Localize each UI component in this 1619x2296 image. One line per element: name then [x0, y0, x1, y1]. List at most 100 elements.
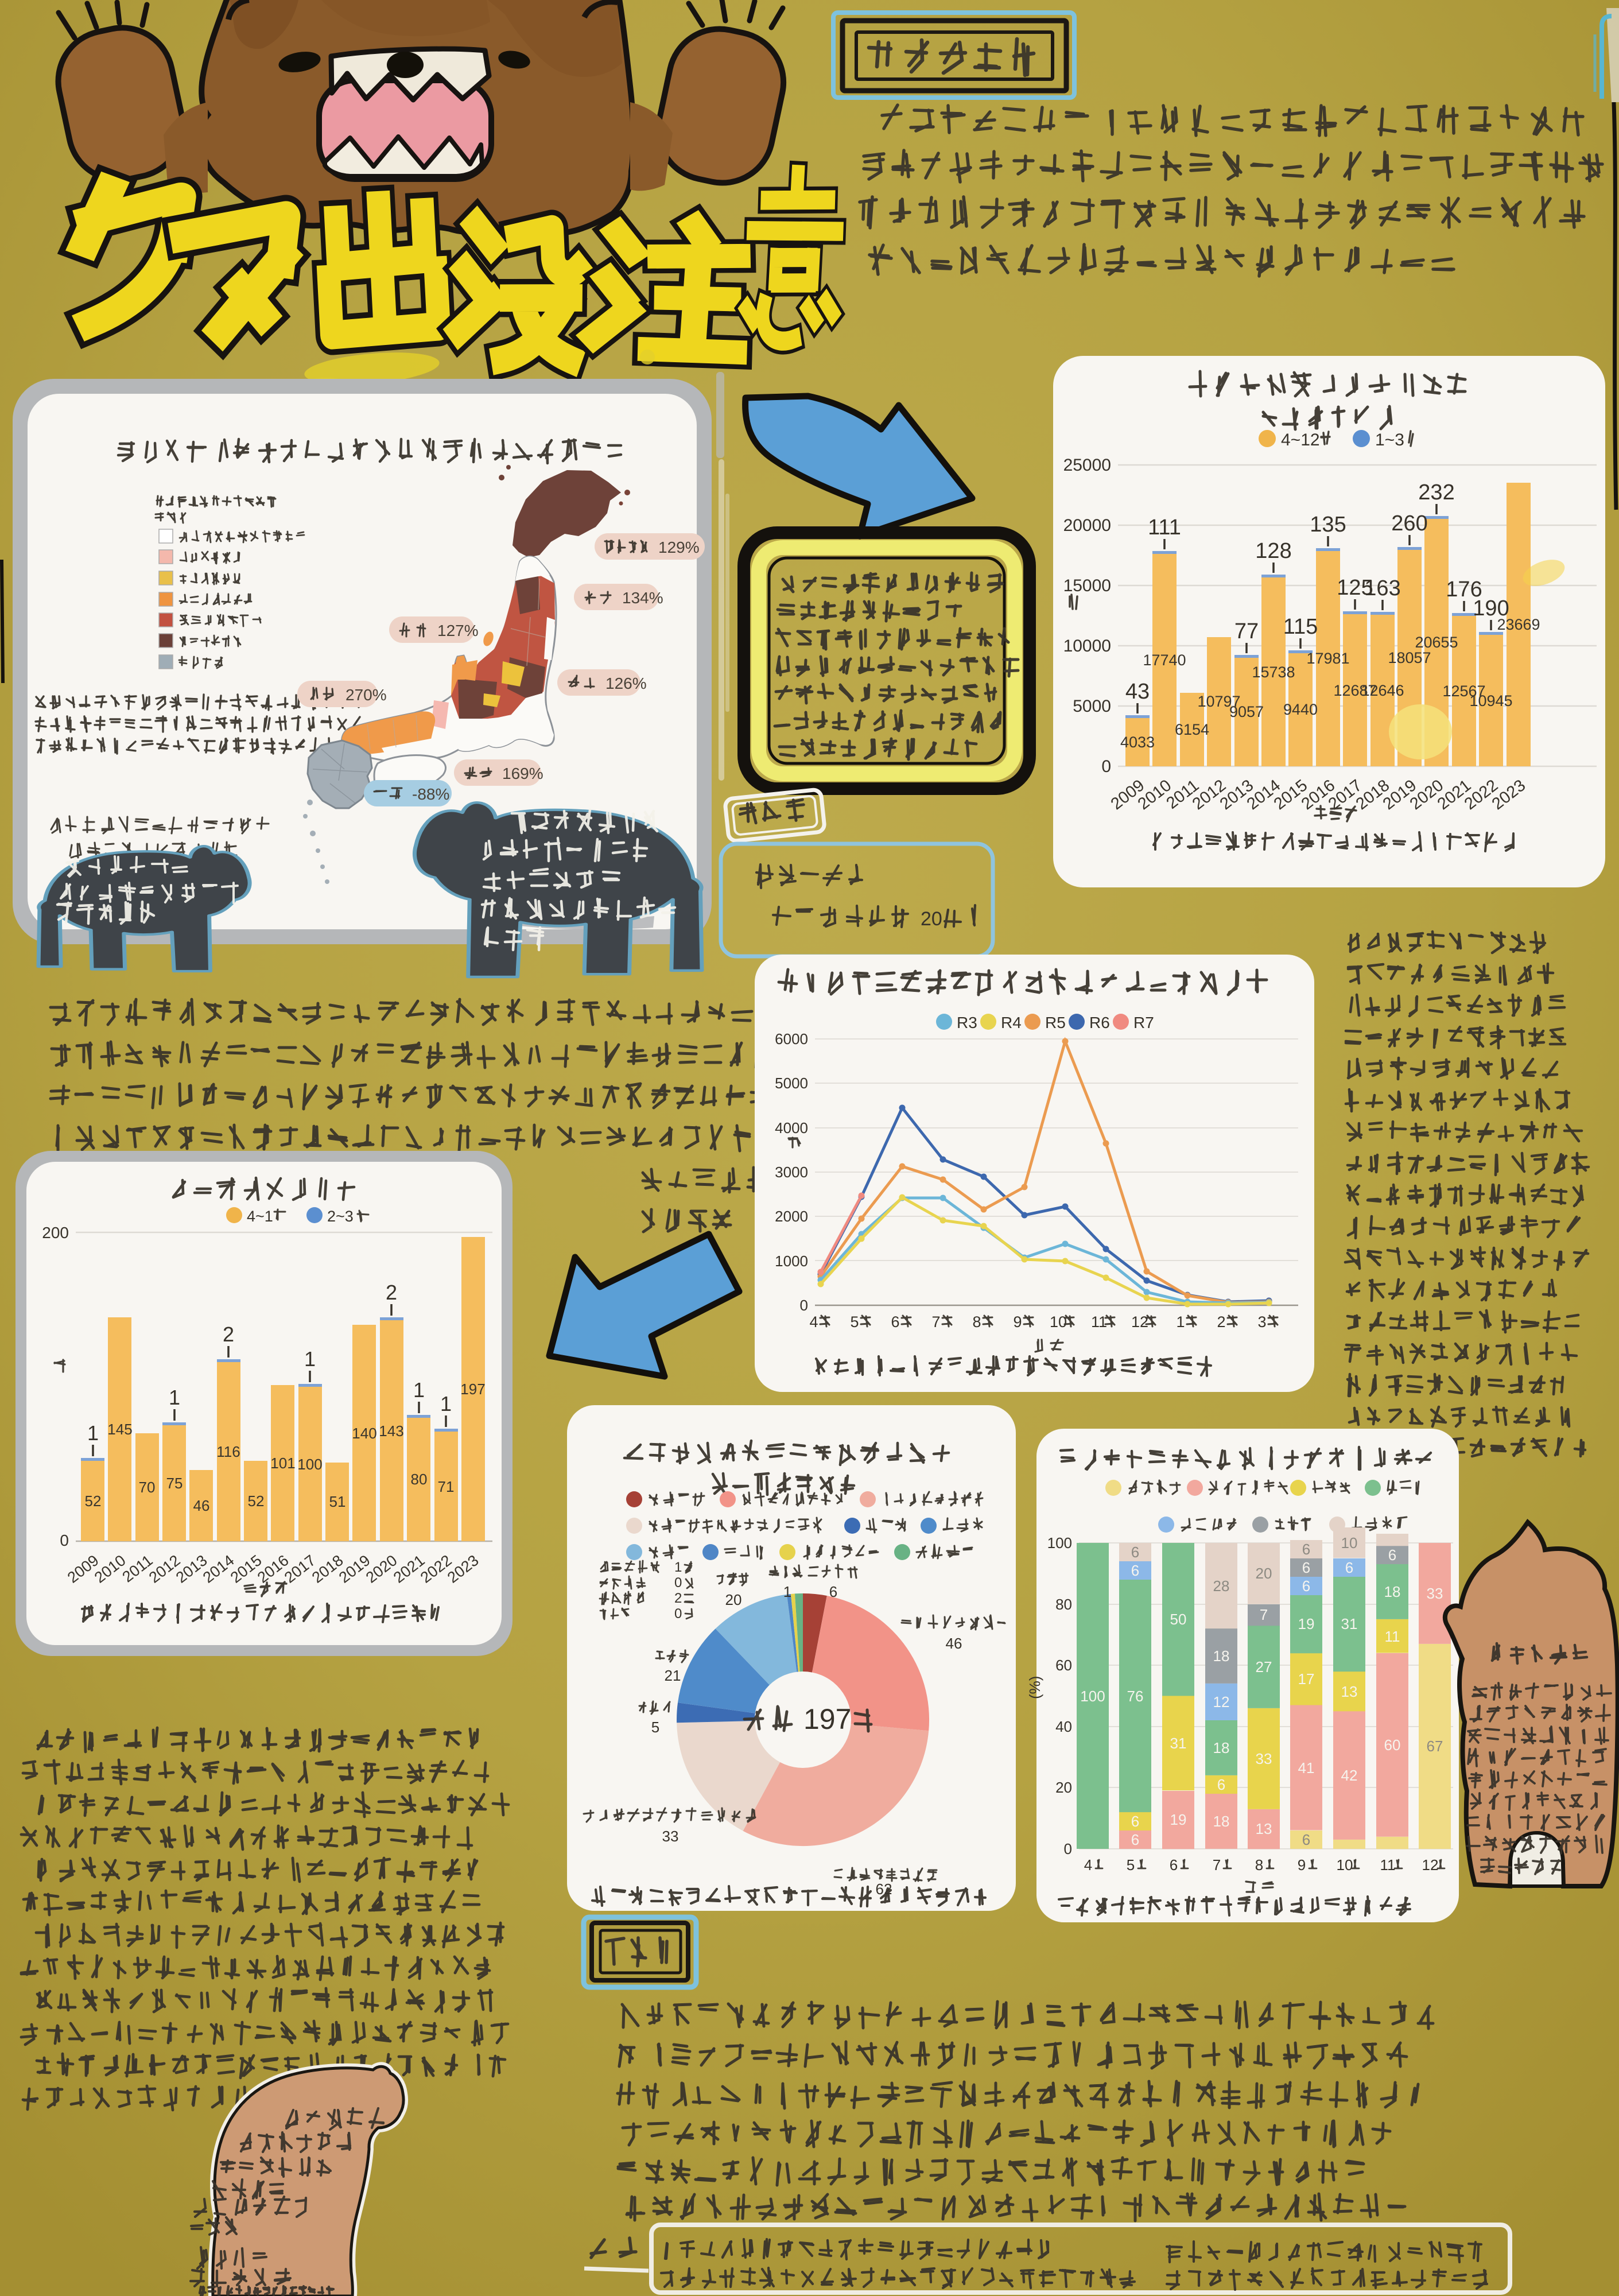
svg-text:0: 0 — [674, 1575, 682, 1591]
svg-text:46: 46 — [946, 1635, 962, 1652]
svg-text:1: 1 — [304, 1347, 316, 1371]
svg-text:23669: 23669 — [1497, 616, 1540, 633]
svg-text:76: 76 — [1127, 1688, 1144, 1705]
svg-text:2: 2 — [674, 1591, 682, 1606]
svg-text:R4: R4 — [1001, 1014, 1022, 1031]
svg-text:20: 20 — [921, 908, 942, 930]
svg-text:1: 1 — [87, 1421, 99, 1445]
svg-text:12646: 12646 — [1361, 682, 1404, 699]
svg-text:18: 18 — [1213, 1739, 1230, 1756]
svg-text:1: 1 — [783, 1583, 791, 1600]
svg-text:10000: 10000 — [1063, 637, 1111, 656]
svg-text:197: 197 — [460, 1380, 485, 1398]
svg-text:18: 18 — [1384, 1583, 1401, 1600]
svg-text:60: 60 — [1055, 1657, 1072, 1674]
svg-text:9: 9 — [1013, 1313, 1022, 1331]
svg-text:2: 2 — [223, 1322, 234, 1346]
svg-text:9440: 9440 — [1283, 701, 1318, 718]
svg-text:51: 51 — [329, 1493, 346, 1510]
svg-text:9: 9 — [1298, 1856, 1306, 1874]
svg-text:12567: 12567 — [1442, 682, 1485, 700]
svg-text:4~12: 4~12 — [1281, 430, 1320, 449]
svg-text:19: 19 — [1170, 1811, 1187, 1828]
svg-text:125: 125 — [1337, 576, 1373, 600]
svg-text:100: 100 — [297, 1456, 322, 1473]
svg-text:25000: 25000 — [1063, 456, 1111, 475]
svg-text:20: 20 — [1055, 1779, 1072, 1796]
svg-text:5000: 5000 — [775, 1075, 808, 1092]
svg-text:40: 40 — [1055, 1718, 1072, 1735]
svg-text:101: 101 — [270, 1455, 295, 1472]
svg-text:2000: 2000 — [775, 1208, 808, 1225]
svg-text:17981: 17981 — [1306, 650, 1349, 667]
svg-text:75: 75 — [166, 1475, 183, 1492]
svg-text:33: 33 — [1256, 1750, 1272, 1767]
svg-text:126%: 126% — [605, 674, 647, 692]
svg-text:17740: 17740 — [1143, 651, 1186, 669]
svg-text:2: 2 — [386, 1281, 397, 1304]
svg-text:10797: 10797 — [1197, 693, 1240, 710]
svg-text:6: 6 — [1131, 1831, 1139, 1848]
svg-text:50: 50 — [1170, 1611, 1187, 1628]
svg-text:100: 100 — [1047, 1534, 1072, 1552]
svg-text:140: 140 — [352, 1425, 376, 1442]
svg-text:176: 176 — [1446, 577, 1482, 602]
svg-text:4: 4 — [1084, 1856, 1092, 1874]
svg-text:1: 1 — [413, 1378, 425, 1402]
svg-text:0: 0 — [1064, 1840, 1072, 1857]
svg-text:46: 46 — [193, 1497, 210, 1514]
svg-text:-88%: -88% — [412, 785, 449, 803]
svg-text:1: 1 — [169, 1386, 180, 1409]
svg-text:31: 31 — [1341, 1615, 1358, 1632]
svg-text:10: 10 — [1050, 1313, 1067, 1331]
svg-text:7: 7 — [931, 1313, 940, 1331]
svg-text:200: 200 — [42, 1224, 69, 1242]
svg-text:80: 80 — [411, 1471, 428, 1488]
svg-text:7: 7 — [1260, 1606, 1268, 1623]
svg-text:13: 13 — [1256, 1820, 1272, 1837]
svg-text:13: 13 — [1341, 1683, 1358, 1700]
svg-text:134%: 134% — [622, 589, 663, 607]
svg-text:31: 31 — [1170, 1735, 1187, 1752]
svg-text:2~3: 2~3 — [327, 1208, 354, 1225]
svg-text:15738: 15738 — [1252, 664, 1295, 681]
svg-text:6: 6 — [1388, 1546, 1396, 1564]
svg-text:52: 52 — [248, 1492, 265, 1510]
svg-text:6000: 6000 — [775, 1030, 808, 1048]
svg-text:33: 33 — [1427, 1585, 1443, 1602]
svg-text:5000: 5000 — [1073, 697, 1111, 716]
svg-text:42: 42 — [1341, 1767, 1358, 1784]
svg-text:43: 43 — [1125, 680, 1150, 704]
svg-text:27: 27 — [1256, 1658, 1272, 1676]
svg-text:18057: 18057 — [1388, 649, 1431, 666]
svg-text:R5: R5 — [1045, 1014, 1066, 1031]
svg-text:0: 0 — [1101, 757, 1111, 776]
svg-text:6: 6 — [1302, 1541, 1310, 1558]
svg-text:4033: 4033 — [1120, 734, 1155, 751]
svg-text:10: 10 — [1337, 1856, 1353, 1874]
svg-text:12: 12 — [1213, 1693, 1230, 1711]
svg-text:169%: 169% — [502, 765, 543, 782]
svg-text:20: 20 — [725, 1591, 742, 1608]
svg-text:80: 80 — [1055, 1596, 1072, 1613]
svg-text:4: 4 — [809, 1313, 818, 1331]
svg-text:116: 116 — [216, 1443, 240, 1460]
svg-text:10945: 10945 — [1469, 692, 1512, 709]
svg-text:197: 197 — [803, 1703, 851, 1735]
svg-text:60: 60 — [1384, 1736, 1401, 1754]
svg-text:6: 6 — [1217, 1776, 1225, 1793]
svg-text:8: 8 — [972, 1313, 981, 1331]
svg-text:8: 8 — [1255, 1856, 1263, 1874]
svg-text:20655: 20655 — [1415, 634, 1458, 651]
svg-text:9057: 9057 — [1229, 703, 1264, 720]
svg-text:71: 71 — [438, 1478, 455, 1495]
svg-text:232: 232 — [1418, 480, 1454, 505]
svg-text:127%: 127% — [437, 622, 479, 639]
svg-text:6: 6 — [829, 1583, 837, 1600]
svg-text:6: 6 — [1302, 1831, 1310, 1848]
svg-text:12: 12 — [1131, 1313, 1148, 1331]
svg-text:11: 11 — [1385, 1628, 1400, 1645]
svg-text:6: 6 — [1345, 1559, 1353, 1576]
svg-text:6154: 6154 — [1175, 721, 1209, 738]
svg-text:(%): (%) — [1026, 1676, 1043, 1699]
